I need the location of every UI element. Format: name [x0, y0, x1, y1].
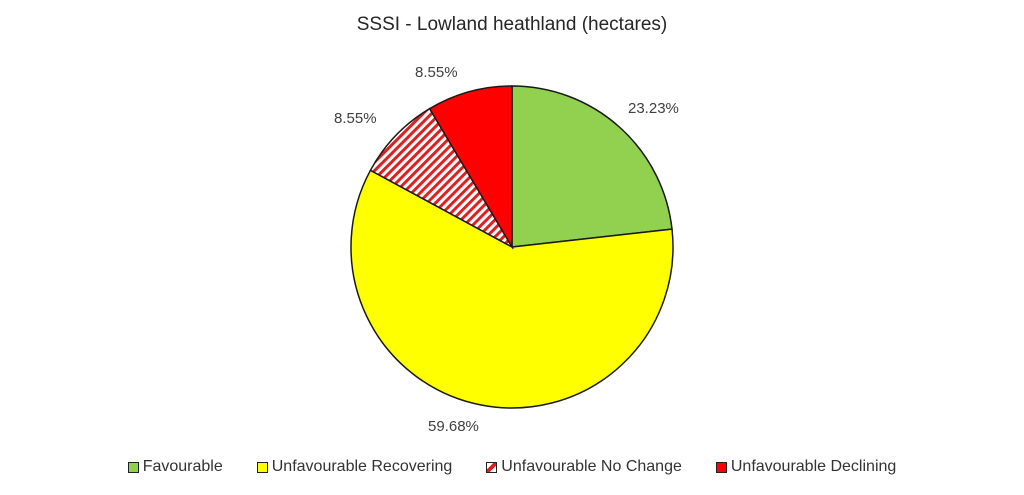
legend-item-no-change: Unfavourable No Change	[486, 458, 682, 476]
legend-item-favourable: Favourable	[127, 458, 223, 476]
legend-item-declining: Unfavourable Declining	[715, 458, 897, 476]
slice-no-change	[369, 107, 515, 249]
chart-title: SSSI - Lowland heathland (hectares)	[356, 14, 668, 35]
swatch-icon	[256, 461, 268, 473]
legend-label: Unfavourable Declining	[730, 458, 897, 475]
label-favourable: 23.23%	[628, 100, 679, 117]
slice-declining	[428, 85, 513, 250]
slice-favourable	[511, 85, 673, 248]
label-declining: 8.55%	[415, 64, 458, 81]
legend-item-recovering: Unfavourable Recovering	[256, 458, 453, 476]
label-recovering: 59.68%	[428, 418, 479, 435]
label-no-change: 8.55%	[334, 110, 377, 127]
hatched-swatch-icon	[486, 461, 498, 473]
swatch-icon	[127, 461, 139, 473]
legend-label: Unfavourable Recovering	[271, 458, 453, 475]
legend: Favourable Unfavourable Recovering Unfav…	[0, 458, 1024, 476]
legend-label: Favourable	[142, 458, 223, 475]
swatch-icon	[715, 461, 727, 473]
legend-label: Unfavourable No Change	[501, 458, 682, 475]
slice-recovering	[350, 169, 674, 409]
